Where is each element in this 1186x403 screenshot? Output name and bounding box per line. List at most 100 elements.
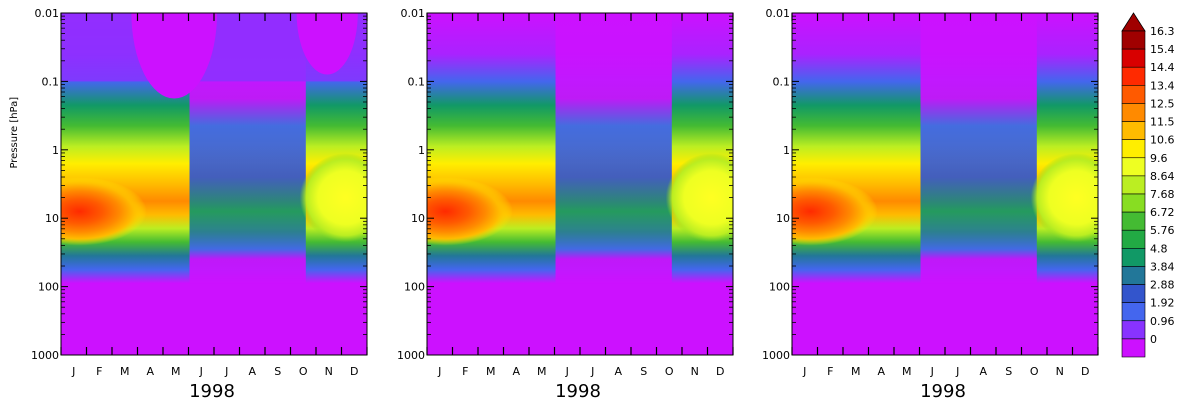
colorbar: 16.3 15.4 14.4 13.4 12.5 11.5 10.6 9.6 8.64 7.68 6… xyxy=(1121,12,1175,358)
x-axis-year-label: 1998 xyxy=(189,381,235,402)
heatmap-field xyxy=(427,13,733,355)
x-tick-label: A xyxy=(512,365,520,378)
x-tick-label: J xyxy=(565,365,569,378)
panel-1: 0.01 0.1 1 10 100 1000 J F M A M J J A S O N D 1998 Pressur… xyxy=(9,7,368,402)
colorbar-segment xyxy=(1121,320,1146,340)
y-tick-label: 0.01 xyxy=(35,7,60,20)
y-tick-label: 1000 xyxy=(31,349,59,362)
y-tick-label: 1000 xyxy=(397,349,425,362)
y-axis-label: Pressure [hPa] xyxy=(9,97,20,169)
y-tick-label: 0.1 xyxy=(42,75,60,88)
colorbar-label: 2.88 xyxy=(1150,279,1175,292)
colorbar-segment xyxy=(1121,157,1146,177)
colorbar-label: 6.72 xyxy=(1150,206,1175,219)
x-tick-label: D xyxy=(716,365,724,378)
colorbar-segment xyxy=(1121,211,1146,231)
x-tick-label: F xyxy=(462,365,468,378)
x-tick-label: M xyxy=(120,365,130,378)
y-tick-label: 1 xyxy=(52,144,59,157)
x-tick-label: M xyxy=(902,365,912,378)
y-tick-label: 10 xyxy=(776,212,790,225)
colorbar-segment xyxy=(1121,248,1146,267)
colorbar-label: 5.76 xyxy=(1150,224,1175,237)
colorbar-label: 12.5 xyxy=(1150,97,1175,110)
x-tick-label: F xyxy=(96,365,102,378)
colorbar-segment xyxy=(1121,229,1146,249)
y-tick-label: 1 xyxy=(418,144,425,157)
heatmap-field xyxy=(61,13,367,355)
x-tick-label: J xyxy=(802,365,806,378)
y-tick-label: 100 xyxy=(404,281,425,294)
colorbar-label: 10.6 xyxy=(1150,134,1175,147)
x-tick-label: A xyxy=(979,365,987,378)
colorbar-label: 8.64 xyxy=(1150,170,1175,183)
colorbar-segment xyxy=(1121,85,1146,104)
x-axis-year-label: 1998 xyxy=(555,381,601,402)
x-tick-label: M xyxy=(171,365,181,378)
x-tick-label: N xyxy=(691,365,699,378)
colorbar-label: 11.5 xyxy=(1150,116,1175,129)
y-tick-label: 100 xyxy=(769,281,790,294)
colorbar-segment xyxy=(1121,121,1146,140)
x-tick-label: J xyxy=(590,365,594,378)
x-tick-label: A xyxy=(248,365,256,378)
colorbar-extend-arrow xyxy=(1121,12,1146,32)
colorbar-segment xyxy=(1121,139,1146,159)
x-tick-label: J xyxy=(437,365,441,378)
x-tick-label: N xyxy=(325,365,333,378)
colorbar-label: 1.92 xyxy=(1150,297,1175,310)
x-tick-label: J xyxy=(199,365,203,378)
x-tick-label: A xyxy=(146,365,154,378)
colorbar-segment xyxy=(1121,338,1146,358)
x-tick-label: J xyxy=(955,365,959,378)
x-axis-year-label: 1998 xyxy=(920,381,966,402)
x-tick-label: O xyxy=(1030,365,1039,378)
y-tick-label: 10 xyxy=(45,212,59,225)
x-tick-label: O xyxy=(299,365,308,378)
y-tick-label: 0.1 xyxy=(773,75,791,88)
x-tick-label: S xyxy=(274,365,281,378)
y-tick-label: 1 xyxy=(783,144,790,157)
heatmap-field xyxy=(792,13,1098,355)
panel-2: 0.01 0.1 1 10 100 1000 J F M A M J J A S O N D 1998 xyxy=(397,7,734,402)
x-tick-label: M xyxy=(486,365,496,378)
colorbar-label: 9.6 xyxy=(1150,152,1168,165)
colorbar-segment xyxy=(1121,103,1146,122)
x-tick-label: S xyxy=(640,365,647,378)
x-tick-label: J xyxy=(71,365,75,378)
y-tick-label: 1000 xyxy=(762,349,790,362)
panel-3: 0.01 0.1 1 10 100 1000 J F M A M J J A S O N D 1998 xyxy=(762,7,1099,402)
x-tick-label: F xyxy=(827,365,833,378)
colorbar-segment xyxy=(1121,66,1146,86)
colorbar-label: 7.68 xyxy=(1150,188,1175,201)
x-tick-label: M xyxy=(851,365,861,378)
x-tick-label: J xyxy=(224,365,228,378)
x-tick-label: O xyxy=(665,365,674,378)
colorbar-segment xyxy=(1121,30,1146,50)
x-tick-label: A xyxy=(614,365,622,378)
colorbar-label: 13.4 xyxy=(1150,79,1175,92)
colorbar-segment xyxy=(1121,302,1146,322)
y-tick-label: 0.01 xyxy=(766,7,791,20)
colorbar-label: 0 xyxy=(1150,333,1157,346)
colorbar-segment xyxy=(1121,48,1146,68)
colorbar-label: 3.84 xyxy=(1150,260,1175,273)
colorbar-label: 0.96 xyxy=(1150,315,1175,328)
y-tick-label: 100 xyxy=(38,281,59,294)
colorbar-label: 16.3 xyxy=(1150,25,1175,38)
y-tick-label: 0.1 xyxy=(408,75,426,88)
x-tick-label: D xyxy=(350,365,358,378)
colorbar-segment xyxy=(1121,266,1146,285)
y-tick-label: 10 xyxy=(411,212,425,225)
x-tick-label: M xyxy=(537,365,547,378)
x-tick-label: N xyxy=(1056,365,1064,378)
colorbar-label: 14.4 xyxy=(1150,61,1175,74)
colorbar-label: 4.8 xyxy=(1150,242,1168,255)
x-tick-label: S xyxy=(1005,365,1012,378)
x-tick-label: A xyxy=(877,365,885,378)
colorbar-label: 15.4 xyxy=(1150,43,1175,56)
x-tick-label: D xyxy=(1081,365,1089,378)
colorbar-segment xyxy=(1121,284,1146,303)
y-tick-label: 0.01 xyxy=(401,7,426,20)
